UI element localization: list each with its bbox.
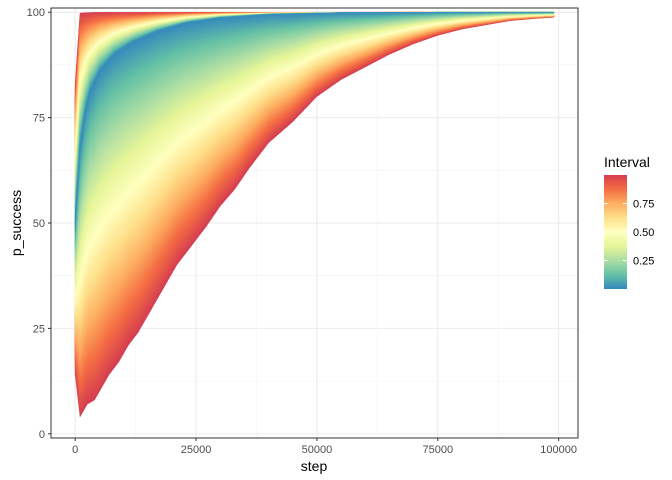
y-tick-label: 25	[33, 323, 45, 335]
y-axis-title: p_success	[8, 190, 24, 256]
legend-title: Interval	[604, 154, 650, 170]
legend-label: 0.75	[633, 199, 654, 211]
x-tick-label: 50000	[302, 444, 333, 456]
x-tick-label: 0	[72, 444, 78, 456]
x-tick-label: 75000	[422, 444, 453, 456]
y-tick-label: 0	[39, 429, 45, 441]
legend-label: 0.50	[633, 227, 654, 239]
y-tick-label: 100	[27, 7, 45, 19]
x-tick-label: 100000	[540, 444, 577, 456]
y-tick-label: 75	[33, 113, 45, 125]
x-tick-label: 25000	[181, 444, 212, 456]
interval-band	[74, 12, 555, 225]
y-tick-label: 50	[33, 218, 45, 230]
interval-bands	[74, 12, 555, 418]
axes: 0 25000 50000 75000 100000 0 25 50 75 100	[27, 7, 577, 456]
legend: Interval 0.25 0.50 0.75	[604, 154, 654, 289]
legend-label: 0.25	[633, 256, 654, 268]
x-axis-title: step	[301, 458, 328, 474]
legend-colorbar	[604, 175, 627, 289]
